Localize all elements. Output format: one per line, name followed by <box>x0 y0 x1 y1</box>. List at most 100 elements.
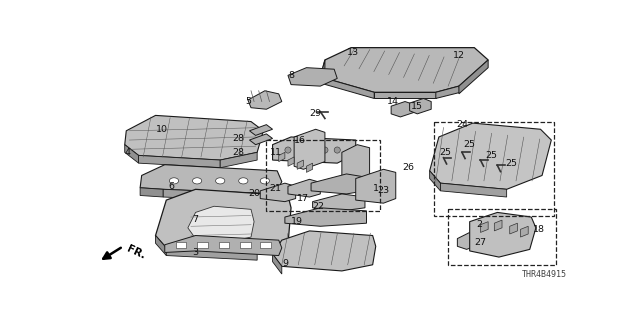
Polygon shape <box>125 116 263 160</box>
Polygon shape <box>140 165 282 194</box>
Text: 22: 22 <box>313 202 324 211</box>
Text: 18: 18 <box>533 225 545 234</box>
Text: 29: 29 <box>310 109 322 118</box>
Polygon shape <box>320 77 374 99</box>
Text: 28: 28 <box>233 134 244 143</box>
Text: 4: 4 <box>125 148 131 157</box>
Bar <box>435 122 554 215</box>
Polygon shape <box>520 226 528 237</box>
Text: 27: 27 <box>474 238 486 247</box>
Polygon shape <box>440 183 507 197</box>
Polygon shape <box>163 189 276 202</box>
Polygon shape <box>429 123 551 189</box>
Text: FR.: FR. <box>125 244 147 261</box>
Text: 11: 11 <box>269 148 282 157</box>
Text: 24: 24 <box>456 120 468 129</box>
Text: 20: 20 <box>248 189 260 198</box>
Text: THR4B4915: THR4B4915 <box>522 270 566 279</box>
Polygon shape <box>410 99 431 114</box>
Polygon shape <box>140 188 163 197</box>
Circle shape <box>322 147 328 153</box>
Bar <box>175 242 186 248</box>
Polygon shape <box>342 145 369 183</box>
Bar <box>219 242 230 248</box>
Text: 10: 10 <box>156 125 168 134</box>
Polygon shape <box>470 212 536 257</box>
Polygon shape <box>312 194 365 211</box>
Text: 3: 3 <box>193 248 198 257</box>
Text: 9: 9 <box>282 259 288 268</box>
Polygon shape <box>156 189 291 252</box>
Polygon shape <box>320 60 325 84</box>
Text: 25: 25 <box>505 159 517 168</box>
Bar <box>448 209 556 265</box>
Polygon shape <box>250 124 273 135</box>
Polygon shape <box>285 208 367 226</box>
Polygon shape <box>288 68 337 86</box>
Polygon shape <box>250 134 273 145</box>
Bar <box>197 242 208 248</box>
Text: 12: 12 <box>453 51 465 60</box>
Polygon shape <box>164 236 282 256</box>
Polygon shape <box>273 254 282 274</box>
Polygon shape <box>156 236 166 256</box>
Ellipse shape <box>260 178 269 184</box>
Polygon shape <box>125 145 139 163</box>
Text: 8: 8 <box>288 71 294 80</box>
Polygon shape <box>288 157 294 166</box>
Text: 28: 28 <box>233 148 244 157</box>
Polygon shape <box>166 248 257 260</box>
Polygon shape <box>320 48 488 92</box>
Polygon shape <box>481 222 488 232</box>
Polygon shape <box>458 232 479 249</box>
Circle shape <box>285 147 291 153</box>
Polygon shape <box>139 156 220 168</box>
Polygon shape <box>459 60 488 94</box>
Text: 26: 26 <box>402 163 414 172</box>
Polygon shape <box>311 174 365 194</box>
Polygon shape <box>356 169 396 203</box>
Text: 2: 2 <box>476 220 482 229</box>
Bar <box>260 242 271 248</box>
Polygon shape <box>220 152 257 168</box>
Text: 25: 25 <box>439 148 451 157</box>
Text: 7: 7 <box>193 215 198 224</box>
Polygon shape <box>279 152 285 162</box>
Polygon shape <box>188 206 254 242</box>
Polygon shape <box>509 223 517 234</box>
Text: 19: 19 <box>291 217 303 226</box>
Polygon shape <box>273 231 376 271</box>
Polygon shape <box>436 86 460 99</box>
Text: 14: 14 <box>387 97 399 106</box>
Text: 25: 25 <box>463 140 476 149</box>
Text: 1: 1 <box>372 184 379 193</box>
Text: 15: 15 <box>412 102 423 111</box>
Polygon shape <box>273 137 356 163</box>
Text: 17: 17 <box>298 194 309 203</box>
Polygon shape <box>307 163 312 172</box>
Ellipse shape <box>193 178 202 184</box>
Circle shape <box>334 147 340 153</box>
Text: 16: 16 <box>294 136 307 145</box>
Polygon shape <box>260 183 296 202</box>
Bar <box>240 242 251 248</box>
Ellipse shape <box>216 178 225 184</box>
Text: 23: 23 <box>378 186 390 195</box>
Polygon shape <box>391 101 414 117</box>
Ellipse shape <box>170 178 179 184</box>
Polygon shape <box>494 220 502 231</box>
Circle shape <box>297 147 303 153</box>
Polygon shape <box>429 171 440 191</box>
Text: 13: 13 <box>347 48 358 57</box>
Text: 6: 6 <box>168 182 174 191</box>
Bar <box>266 140 380 211</box>
Polygon shape <box>288 179 320 197</box>
Polygon shape <box>294 129 325 169</box>
Polygon shape <box>297 160 303 169</box>
Text: 5: 5 <box>245 97 251 106</box>
Polygon shape <box>374 92 436 99</box>
Ellipse shape <box>239 178 248 184</box>
Text: 21: 21 <box>269 184 282 193</box>
Circle shape <box>310 147 316 153</box>
Text: 25: 25 <box>485 151 497 160</box>
